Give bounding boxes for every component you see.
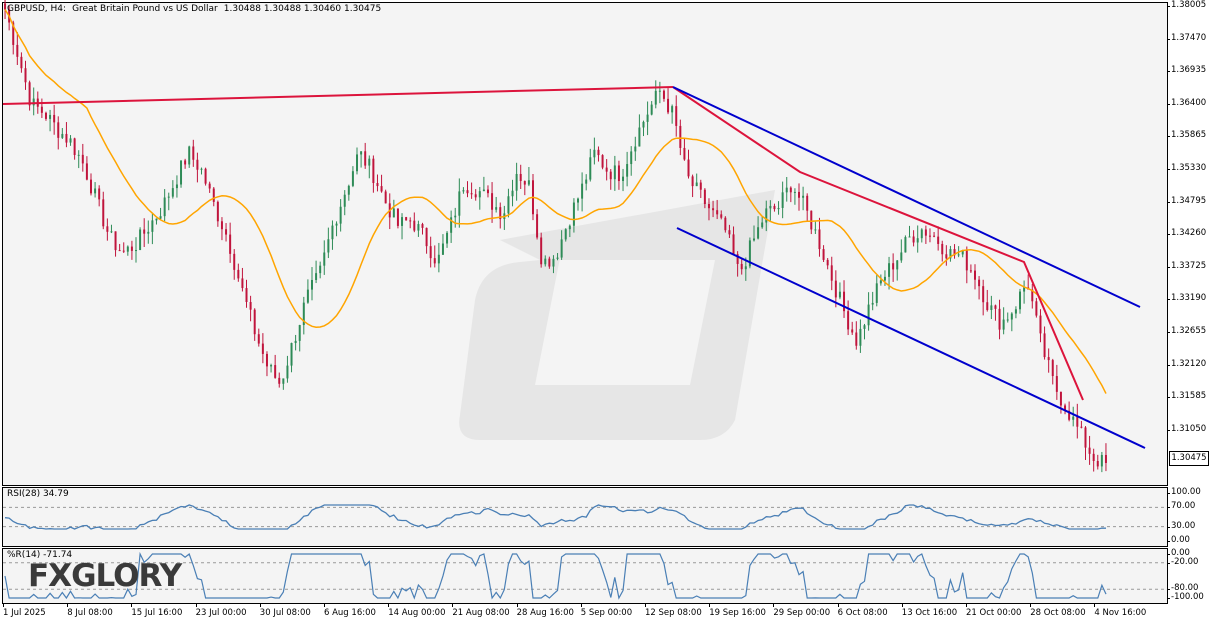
- time-tick-label: 6 Oct 08:00: [837, 604, 888, 618]
- time-tick-label: 12 Sep 08:00: [645, 604, 702, 618]
- time-tick-label: 28 Oct 08:00: [1030, 604, 1086, 618]
- fxglory-logo: FXGLORY: [28, 558, 182, 594]
- rsi-level-label: 70.00: [1166, 501, 1196, 512]
- time-tick-label: 29 Sep 00:00: [773, 604, 831, 618]
- price-tick-label: 1.31050: [1166, 423, 1207, 434]
- symbol-label: GBPUSD, H4:: [7, 4, 67, 14]
- time-tick-label: 6 Aug 16:00: [324, 604, 376, 618]
- time-tick-label: 21 Aug 08:00: [452, 604, 510, 618]
- price-tick-label: 1.34795: [1166, 195, 1207, 206]
- price-tick-label: 1.33190: [1166, 293, 1207, 304]
- rsi-level-label: 30.00: [1166, 520, 1196, 531]
- time-tick-label: 23 Jul 00:00: [195, 604, 247, 618]
- price-chart-panel[interactable]: GBPUSD, H4: Great Britain Pound vs US Dol…: [2, 2, 1168, 486]
- time-tick-label: 19 Sep 16:00: [709, 604, 766, 618]
- description-label: Great Britain Pound vs US Dollar: [72, 4, 218, 14]
- time-tick-label: 4 Nov 16:00: [1094, 604, 1147, 618]
- rsi-axis: 100.00 70.00 30.00 0.00: [1166, 487, 1221, 548]
- price-tick-label: 1.32120: [1166, 358, 1207, 369]
- wpr-level-label: -80.00: [1166, 583, 1199, 594]
- price-tick-label: 1.34260: [1166, 228, 1207, 239]
- time-tick-label: 28 Aug 16:00: [516, 604, 574, 618]
- time-tick-label: 1 Jul 2025: [3, 604, 46, 618]
- price-tick-label: 1.36400: [1166, 97, 1207, 108]
- price-tick-label: 1.32655: [1166, 326, 1207, 336]
- time-tick-label: 13 Oct 16:00: [901, 604, 958, 618]
- wpr-axis: 0.00 -20.00 -80.00 -100.00: [1166, 548, 1221, 604]
- time-tick-label: 21 Oct 00:00: [966, 604, 1022, 618]
- wpr-level-label: -20.00: [1166, 556, 1199, 567]
- price-axis: 1.38005 1.37470 1.36935 1.36400 1.35865 1.353…: [1166, 0, 1221, 487]
- ohlc-label: 1.30488 1.30488 1.30460 1.30475: [223, 4, 382, 14]
- time-tick-label: 15 Jul 16:00: [131, 604, 183, 618]
- rsi-level-label: 0.00: [1167, 535, 1190, 545]
- price-tick-label: 1.37470: [1166, 32, 1207, 43]
- rsi-label: RSI(28) 34.79: [7, 489, 69, 499]
- wpr-level-label: 0.00: [1167, 548, 1190, 558]
- price-tick-label: 1.36935: [1166, 65, 1207, 76]
- time-axis: 1 Jul 2025 8 Jul 08:00 15 Jul 16:00 23 Jul …: [0, 604, 1168, 625]
- time-tick-label: 5 Sep 00:00: [580, 604, 633, 618]
- price-tick-label: 1.38005: [1166, 0, 1207, 10]
- price-tick-label: 1.33725: [1166, 260, 1207, 271]
- price-tick-label: 1.35865: [1166, 130, 1207, 141]
- price-tick-label: 1.35330: [1166, 163, 1207, 173]
- wpr-level-label: -100.00: [1167, 592, 1204, 602]
- current-price-tag: 1.30475: [1169, 451, 1209, 466]
- price-tick-label: 1.31585: [1166, 391, 1207, 402]
- time-tick-label: 30 Jul 08:00: [259, 604, 311, 618]
- time-tick-label: 14 Aug 00:00: [388, 604, 446, 618]
- rsi-panel[interactable]: RSI(28) 34.79: [2, 487, 1168, 547]
- rsi-level-label: 100.00: [1167, 487, 1201, 497]
- time-tick-label: 8 Jul 08:00: [67, 604, 113, 618]
- chart-legend: GBPUSD, H4: Great Britain Pound vs US Dol…: [7, 4, 387, 14]
